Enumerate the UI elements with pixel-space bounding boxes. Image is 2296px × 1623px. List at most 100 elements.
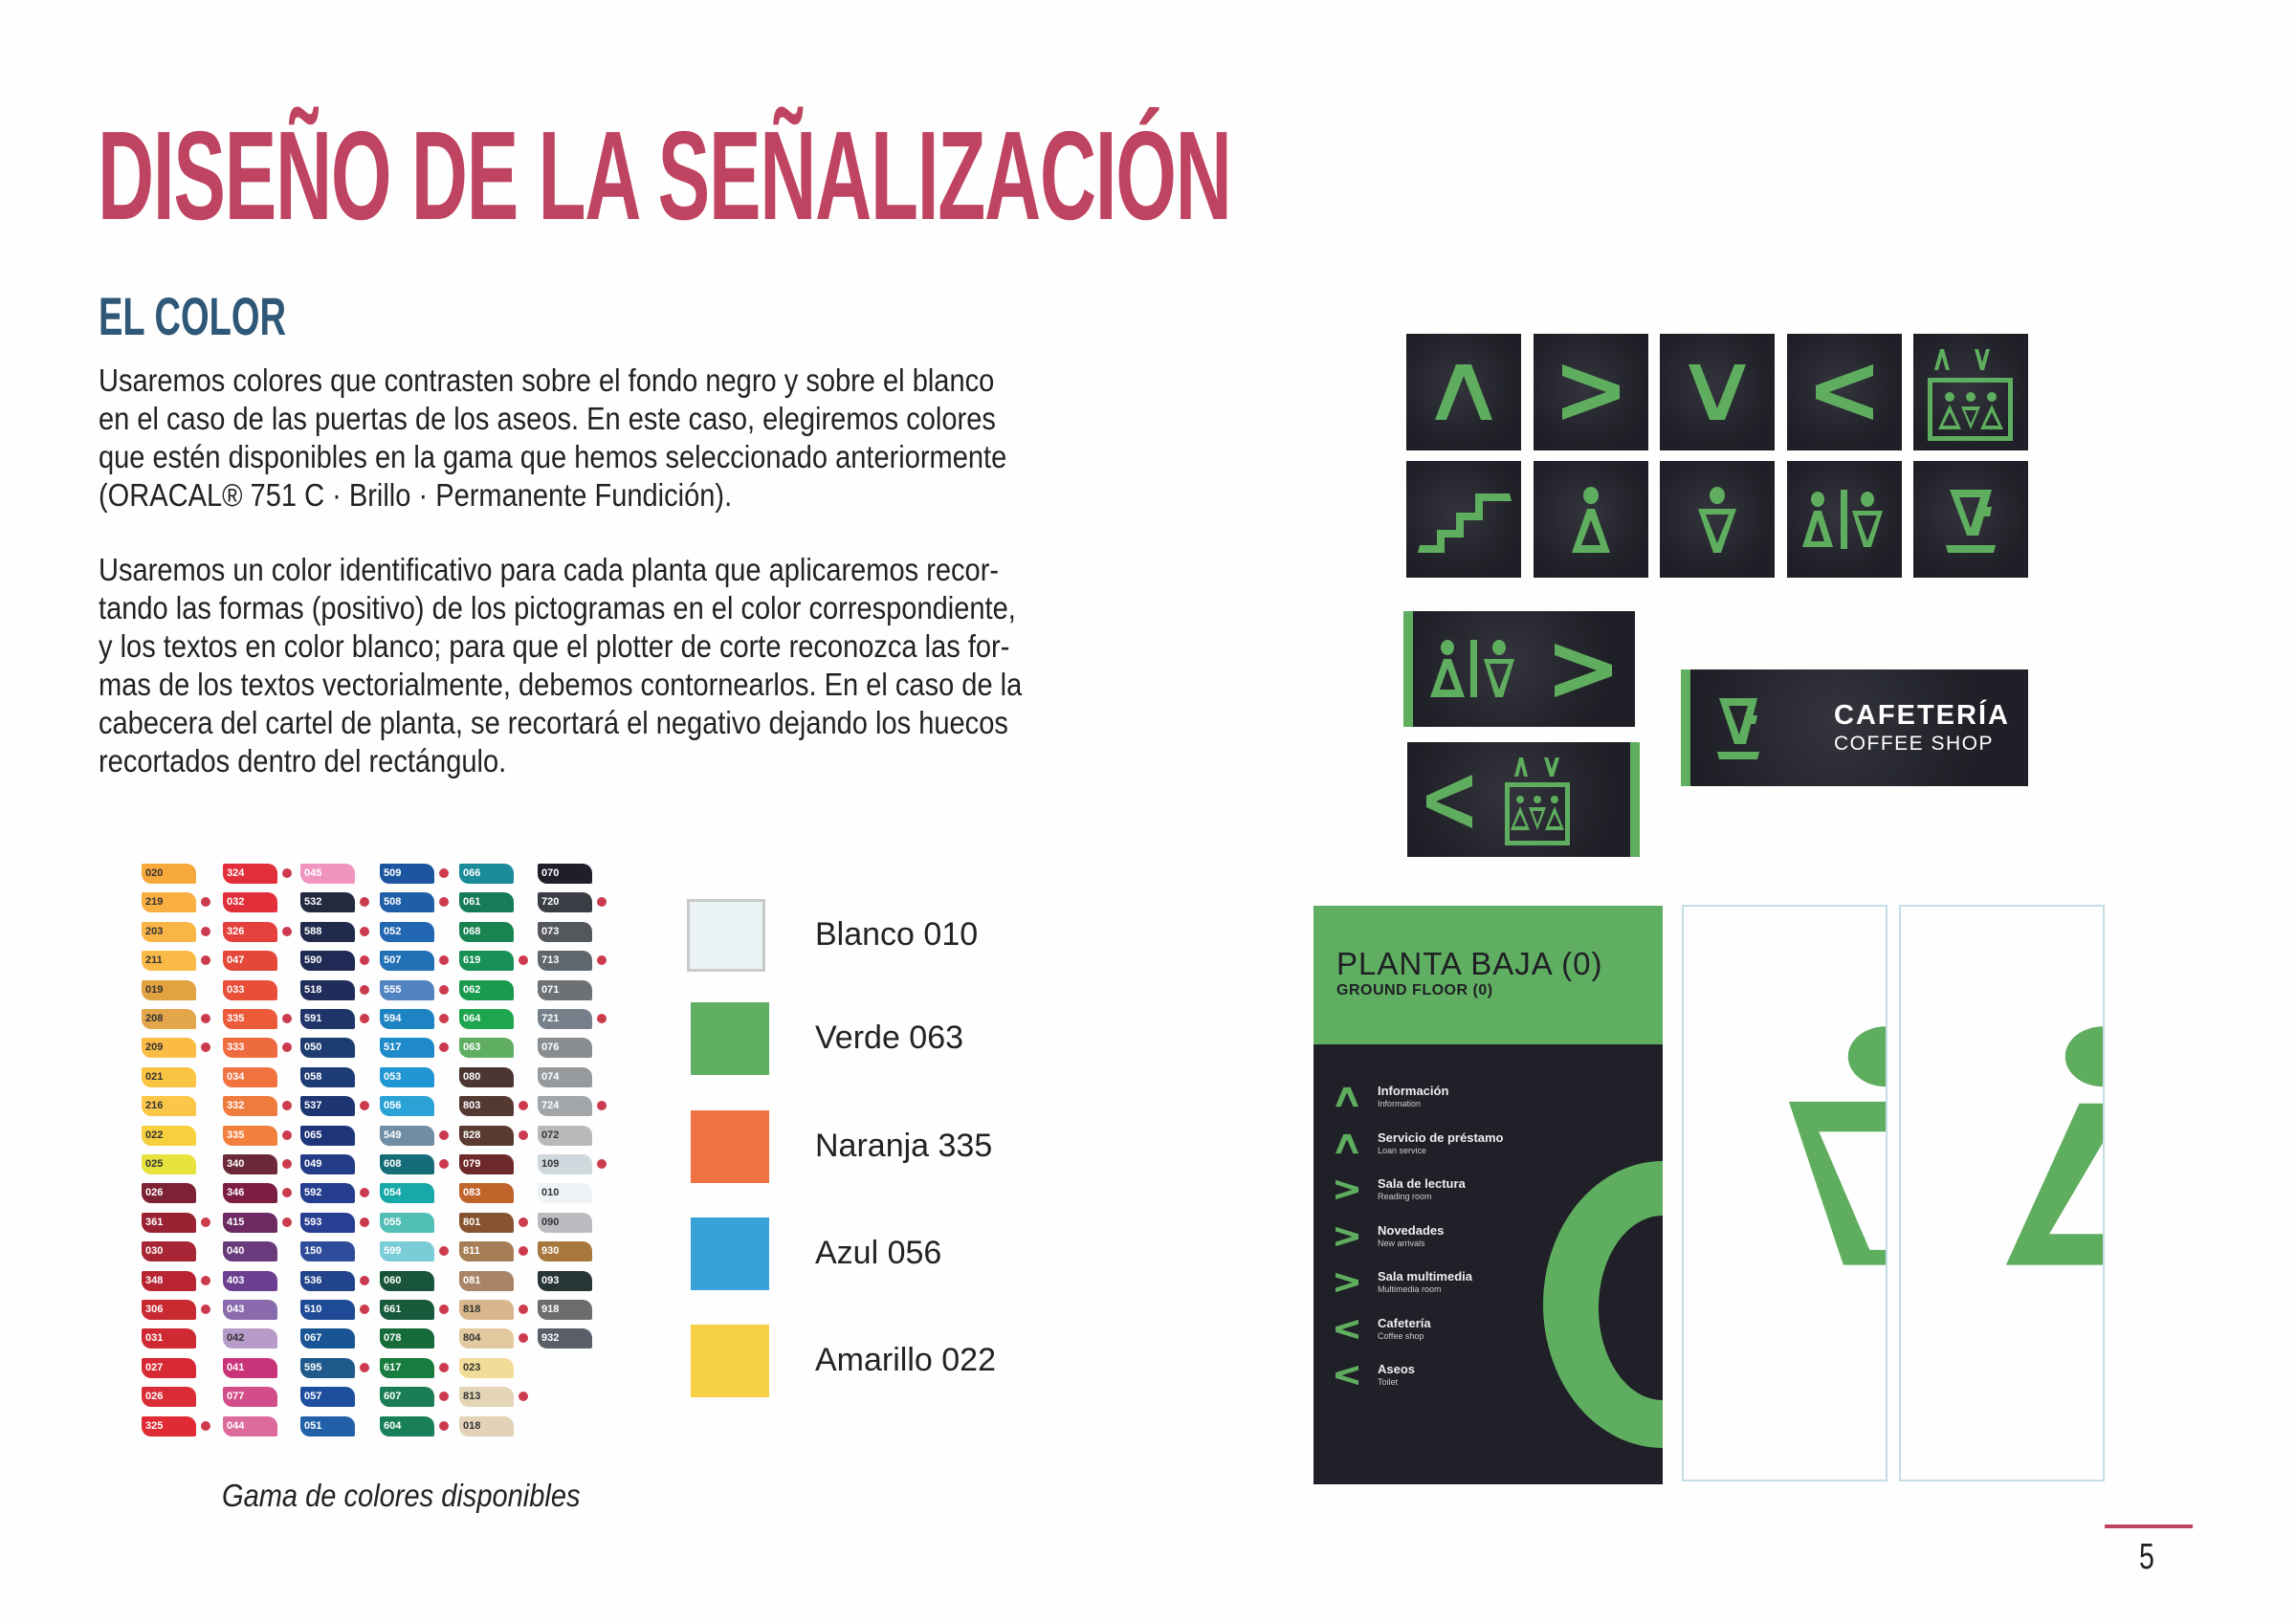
color-swatch: 607 xyxy=(380,1387,434,1408)
color-swatch: 042 xyxy=(223,1328,277,1349)
sign-stairs xyxy=(1406,461,1521,578)
availability-dot-icon xyxy=(360,1305,369,1314)
sign-arrow-right xyxy=(1534,334,1648,450)
color-swatch: 065 xyxy=(300,1125,355,1146)
floor-item-sublabel: Multimedia room xyxy=(1378,1284,1442,1294)
color-swatch: 801 xyxy=(459,1212,514,1233)
color-swatch: 619 xyxy=(459,951,514,972)
color-swatch: 617 xyxy=(380,1357,434,1378)
color-swatch: 076 xyxy=(538,1038,592,1059)
color-swatch: 549 xyxy=(380,1125,434,1146)
color-swatch: 930 xyxy=(538,1241,592,1262)
color-swatch: 026 xyxy=(142,1183,196,1204)
color-swatch: 517 xyxy=(380,1038,434,1059)
arrow-up-icon xyxy=(1435,364,1492,420)
color-bar xyxy=(1681,669,1690,786)
color-swatch: 049 xyxy=(300,1154,355,1174)
selected-color-swatch xyxy=(691,1325,769,1397)
color-swatch: 599 xyxy=(380,1241,434,1262)
arrow-down-icon xyxy=(1689,364,1746,420)
availability-dot-icon xyxy=(439,984,449,995)
selected-color-label: Naranja 335 xyxy=(815,1128,993,1164)
text-line: que estén disponibles en la gama que hem… xyxy=(99,439,1007,474)
color-swatch: 591 xyxy=(300,1009,355,1029)
availability-dot-icon xyxy=(597,1101,607,1111)
door-sign-female xyxy=(1682,905,1888,1481)
arrow-right-icon xyxy=(1562,364,1620,420)
color-swatch: 022 xyxy=(142,1125,196,1146)
color-swatch: 044 xyxy=(223,1415,277,1437)
text-line: y los textos en color blanco; para que e… xyxy=(99,628,1010,664)
text-line: cabecera del cartel de planta, se recort… xyxy=(99,705,1008,740)
color-swatch: 010 xyxy=(538,1183,592,1204)
availability-dot-icon xyxy=(519,1392,528,1402)
floor-title: PLANTA BAJA (0) xyxy=(1336,946,1603,981)
color-swatch: 661 xyxy=(380,1300,434,1320)
color-swatch: 109 xyxy=(538,1154,592,1174)
male-icon xyxy=(2005,1026,2103,1265)
sign-arrow-up xyxy=(1406,334,1521,450)
sign-male-toilet xyxy=(1534,461,1648,578)
availability-dot-icon xyxy=(519,1101,528,1111)
availability-dot-icon xyxy=(282,1188,292,1198)
color-swatch: 093 xyxy=(538,1270,592,1291)
floor-item-sublabel: Loan service xyxy=(1378,1145,1427,1155)
elevator-left-icon xyxy=(1426,757,1570,845)
color-swatch: 804 xyxy=(459,1328,514,1349)
availability-dot-icon xyxy=(201,1305,210,1314)
arrow-up-icon xyxy=(1336,1133,1358,1153)
color-swatch: 034 xyxy=(223,1066,277,1087)
availability-dot-icon xyxy=(519,1246,528,1257)
color-swatch: 348 xyxy=(142,1270,196,1291)
floor-header: PLANTA BAJA (0) GROUND FLOOR (0) xyxy=(1314,906,1663,1044)
availability-dot-icon xyxy=(439,1392,449,1402)
color-swatch: 324 xyxy=(223,864,277,884)
color-swatch: 713 xyxy=(538,951,592,972)
color-swatch: 021 xyxy=(142,1066,196,1087)
floor-subtitle: GROUND FLOOR (0) xyxy=(1336,982,1493,998)
color-swatch: 067 xyxy=(300,1328,355,1349)
availability-dot-icon xyxy=(519,1305,528,1314)
color-swatch: 150 xyxy=(300,1241,355,1262)
availability-dot-icon xyxy=(439,897,449,908)
color-swatch: 219 xyxy=(142,892,196,913)
floor-directory-sign: PLANTA BAJA (0) GROUND FLOOR (0) Informa… xyxy=(1314,906,1663,1484)
floor-item-sublabel: Information xyxy=(1378,1099,1422,1108)
color-swatch: 068 xyxy=(459,921,514,942)
color-swatch: 018 xyxy=(459,1415,514,1437)
arrow-right-icon xyxy=(1336,1179,1358,1200)
availability-dot-icon xyxy=(439,1042,449,1053)
color-swatch: 070 xyxy=(538,864,592,884)
coffee-cup-icon xyxy=(1946,490,1996,553)
color-swatch: 818 xyxy=(459,1300,514,1320)
text-line: recortados dentro del rectángulo. xyxy=(99,743,507,779)
floor-number-zero xyxy=(1543,1161,1663,1448)
color-swatch: 332 xyxy=(223,1096,277,1117)
color-swatch: 216 xyxy=(142,1096,196,1117)
color-swatch: 537 xyxy=(300,1096,355,1117)
color-swatch: 053 xyxy=(380,1066,434,1087)
color-swatch: 080 xyxy=(459,1066,514,1087)
availability-dot-icon xyxy=(439,1305,449,1314)
color-swatch: 078 xyxy=(380,1328,434,1349)
door-sign-male xyxy=(1899,905,2105,1481)
floor-item-label: Novedades xyxy=(1378,1222,1445,1238)
color-swatch: 051 xyxy=(300,1415,355,1437)
availability-dot-icon xyxy=(519,955,528,966)
color-swatch: 803 xyxy=(459,1096,514,1117)
color-swatch: 828 xyxy=(459,1125,514,1146)
selected-color-swatch xyxy=(691,1110,769,1183)
color-swatch: 061 xyxy=(459,892,514,913)
arrow-right-icon xyxy=(1336,1226,1358,1246)
availability-dot-icon xyxy=(519,1130,528,1140)
color-swatch: 074 xyxy=(538,1066,592,1087)
selected-color-label: Blanco 010 xyxy=(815,916,979,953)
female-icon xyxy=(1698,487,1736,553)
text-line: tando las formas (positivo) de los picto… xyxy=(99,590,1016,625)
floor-item-sublabel: Coffee shop xyxy=(1378,1330,1424,1341)
color-swatch: 077 xyxy=(223,1387,277,1408)
color-swatch: 081 xyxy=(459,1270,514,1291)
availability-dot-icon xyxy=(201,955,210,966)
color-swatch: 932 xyxy=(538,1328,592,1349)
availability-dot-icon xyxy=(439,955,449,966)
